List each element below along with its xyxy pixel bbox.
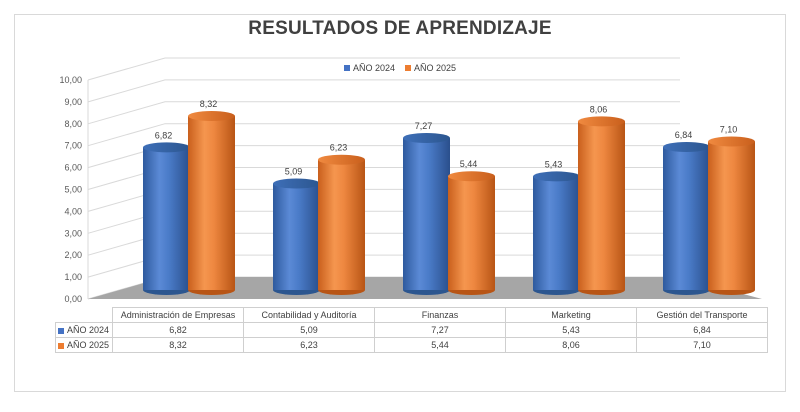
legend-swatch-2024 — [343, 65, 350, 71]
data-table-key-2025 — [58, 342, 64, 349]
data-label: 6,23 — [330, 143, 348, 153]
bar-2024 — [273, 183, 320, 290]
data-table-header: Gestión del Transporte — [636, 307, 768, 323]
y-tick-label: 2,00 — [64, 250, 82, 260]
legend-item-2024: AÑO 2024 — [343, 63, 395, 73]
data-table-cell: 8,32 — [112, 337, 244, 353]
data-table: Administración de Empresas Contabilidad … — [55, 307, 768, 353]
data-table-cell: 5,44 — [374, 337, 506, 353]
data-table-cell: 7,27 — [374, 322, 506, 338]
data-table-row-2025: AÑO 2025 8,32 6,23 5,44 8,06 7,10 — [55, 337, 768, 353]
bar-2025 — [188, 115, 235, 290]
bar-2024 — [663, 146, 710, 290]
y-tick-label: 6,00 — [64, 163, 82, 173]
legend-label-2025: AÑO 2025 — [414, 63, 457, 73]
data-label: 6,82 — [155, 130, 173, 140]
bar-2024-cap — [143, 142, 190, 153]
y-tick-label: 4,00 — [64, 206, 82, 216]
data-table-cell: 5,09 — [243, 322, 375, 338]
data-table-series-name: AÑO 2024 — [67, 325, 110, 335]
data-label: 7,10 — [720, 125, 738, 135]
bar-2025 — [578, 121, 625, 290]
y-tick-label: 3,00 — [64, 228, 82, 238]
legend-label-2024: AÑO 2024 — [352, 63, 395, 73]
data-table-cell: 6,82 — [112, 322, 244, 338]
bar-2024-cap — [273, 178, 320, 189]
bar-2024-cap — [533, 171, 580, 182]
data-table-cell: 5,43 — [505, 322, 637, 338]
data-table-row-label: AÑO 2024 — [55, 322, 113, 338]
data-table-header: Finanzas — [374, 307, 506, 323]
y-tick-label: 5,00 — [64, 185, 82, 195]
bar-2024-cap — [403, 132, 450, 143]
data-label: 5,44 — [460, 159, 478, 169]
data-table-header: Contabilidad y Auditoría — [243, 307, 375, 323]
bar-2024-cap — [663, 141, 710, 152]
data-table-cell: 6,84 — [636, 322, 768, 338]
data-table-header: Administración de Empresas — [112, 307, 244, 323]
bar-2024 — [143, 147, 190, 290]
bar-2025-cap — [448, 171, 495, 182]
data-label: 5,43 — [545, 159, 563, 169]
legend-item-2025: AÑO 2025 — [405, 63, 456, 73]
data-table-cell: 8,06 — [505, 337, 637, 353]
gridline — [87, 57, 680, 81]
y-tick-label: 10,00 — [59, 75, 82, 85]
data-label: 6,84 — [675, 130, 693, 140]
data-label: 8,32 — [200, 99, 218, 109]
y-tick-label: 8,00 — [64, 119, 82, 129]
gridline — [87, 101, 680, 125]
y-tick-label: 7,00 — [64, 141, 82, 151]
bar-2024 — [403, 137, 450, 290]
bar-2025 — [708, 141, 755, 290]
y-tick-label: 1,00 — [64, 272, 82, 282]
bar-2025 — [318, 159, 365, 290]
data-table-corner — [55, 307, 113, 323]
data-table-row-2024: AÑO 2024 6,82 5,09 7,27 5,43 6,84 — [55, 322, 768, 338]
data-label: 8,06 — [590, 104, 608, 114]
data-table-key-2024 — [58, 327, 64, 334]
chart-legend: AÑO 2024 AÑO 2025 — [0, 63, 800, 73]
gridline — [87, 123, 680, 147]
chart-title: RESULTADOS DE APRENDIZAJE — [248, 18, 552, 39]
data-table-header-row: Administración de Empresas Contabilidad … — [55, 307, 768, 323]
data-table-row-label: AÑO 2025 — [55, 337, 113, 353]
data-label: 5,09 — [285, 167, 303, 177]
data-table-cell: 6,23 — [243, 337, 375, 353]
y-tick-label: 9,00 — [64, 97, 82, 107]
bar-2025-cap — [318, 154, 365, 165]
bar-2025-cap — [188, 110, 235, 121]
data-table-header: Marketing — [505, 307, 637, 323]
bar-2025-cap — [578, 116, 625, 127]
data-label: 7,27 — [415, 121, 433, 131]
legend-swatch-2025 — [405, 65, 411, 71]
y-tick-label: 0,00 — [64, 294, 82, 304]
bar-2024 — [533, 176, 580, 290]
data-table-cell: 7,10 — [636, 337, 768, 353]
gridline — [87, 79, 680, 103]
bar-2025-cap — [708, 136, 755, 147]
bar-2025 — [448, 176, 495, 290]
data-table-series-name: AÑO 2025 — [67, 340, 110, 350]
